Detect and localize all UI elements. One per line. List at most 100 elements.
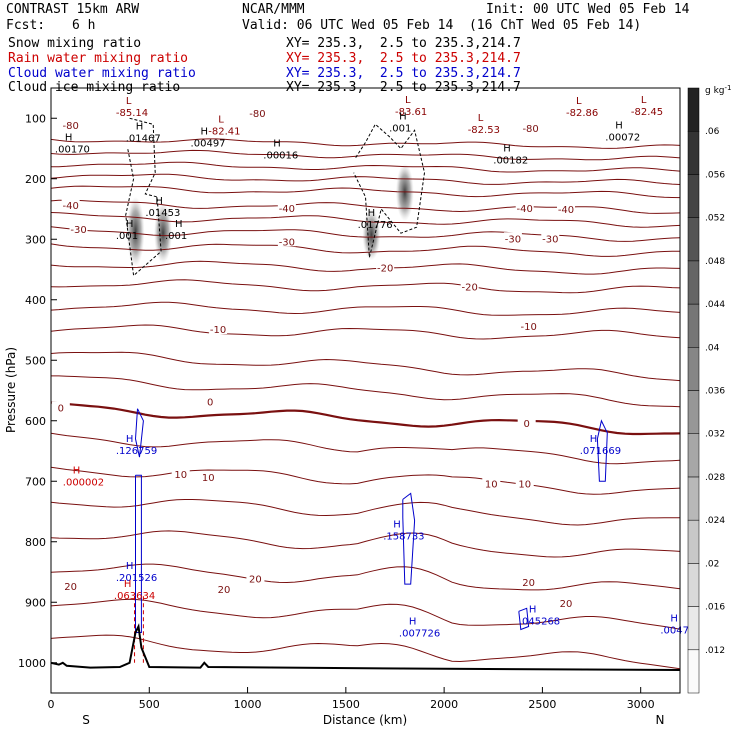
isotherm: [51, 212, 680, 228]
colorbar-swatch: [687, 217, 700, 262]
y-tick-label: 1000: [18, 657, 46, 670]
extremum-mark: H: [273, 139, 281, 150]
colorbar-label: .06: [705, 127, 720, 137]
temperature-label: 10: [202, 473, 215, 484]
y-tick-label: 300: [25, 233, 46, 246]
temperature-label-bg: [521, 122, 540, 134]
colorbar-swatch: [687, 174, 700, 218]
y-tick-label: 200: [25, 173, 46, 186]
fcst-label: Fcst:: [6, 18, 46, 33]
extremum-mark: H: [399, 111, 407, 122]
x-tick-label: 2000: [430, 698, 458, 711]
isotherm: [51, 324, 680, 340]
extremum-value: .000002: [63, 477, 104, 488]
isotherm: [51, 301, 680, 316]
extremum-value: .001: [165, 231, 187, 242]
extremum-mark: H: [368, 208, 376, 219]
temperature-label: -10: [520, 322, 536, 333]
temperature-label: -40: [62, 201, 78, 212]
temperature-label-bg: [482, 477, 501, 489]
cloud-water-contour: [135, 474, 142, 633]
temperature-label-bg: [376, 261, 395, 273]
y-tick-label: 800: [25, 536, 46, 549]
model-title: CONTRAST 15km ARW: [6, 2, 140, 17]
temperature-label-bg: [556, 203, 575, 215]
x-tick-label: 2500: [528, 698, 556, 711]
extremum-mark: L: [218, 114, 224, 125]
fcst-value: 6 h: [72, 18, 96, 33]
colorbar-swatch: [687, 519, 700, 564]
temperature-label: -40: [558, 205, 574, 216]
isotherm: [51, 149, 680, 161]
isotherm: [51, 226, 680, 242]
y-tick-label: 900: [25, 596, 46, 609]
colorbar-units-exp: -1: [725, 84, 732, 92]
temperature-label-bg: [519, 575, 538, 587]
field-rain-xy: XY= 235.3, 2.5 to 235.3,214.7: [286, 51, 521, 66]
extremum-mark: H: [136, 122, 144, 133]
colorbar-units: g kg-1: [705, 84, 731, 96]
extremum-mark: H: [503, 143, 511, 154]
temperature-label-bg: [214, 583, 233, 595]
cloud-water-contour: [518, 607, 530, 631]
temperature-label-bg: [277, 235, 296, 247]
temperature-label-bg: [199, 471, 218, 483]
temperature-label-bg: [51, 401, 70, 413]
extremum-mark: H: [175, 219, 183, 230]
temperature-label: -30: [70, 225, 86, 236]
temperature-label: -80: [249, 109, 265, 120]
isotherm: [51, 260, 680, 275]
extremum-value: -82.86: [566, 108, 598, 119]
temperature-label: 0: [58, 404, 64, 415]
temperature-label: -30: [542, 234, 558, 245]
extremum-value: .001: [389, 123, 411, 134]
temperature-label-bg: [515, 477, 534, 489]
temperature-label: -40: [279, 204, 295, 215]
x-end-label-south: S: [82, 713, 90, 727]
colorbar-label: .012: [705, 646, 725, 656]
x-end-label-north: N: [656, 713, 665, 727]
colorbar-label: .056: [705, 170, 725, 180]
extremum-mark: H: [124, 579, 132, 590]
x-tick-label: 3000: [627, 698, 655, 711]
isotherm: [51, 173, 680, 185]
extremum-mark: H: [126, 434, 134, 445]
temperature-label-bg: [61, 198, 80, 210]
x-tick-label: 0: [48, 698, 55, 711]
temperature-label-bg: [515, 202, 534, 213]
colorbar-label: .052: [705, 214, 725, 224]
colorbar-label: .036: [705, 387, 725, 397]
cloud-ice-blob: [154, 202, 173, 264]
extremum-mark: L: [478, 113, 484, 124]
colorbar-swatch: [687, 433, 700, 478]
temperature-label: -20: [377, 263, 393, 274]
colorbar-swatch: [687, 260, 700, 305]
extremum-mark: L: [576, 96, 582, 107]
org-label: NCAR/MMM: [242, 2, 305, 17]
temperature-label: -80: [522, 124, 538, 135]
extremum-value: -82.45: [631, 107, 663, 118]
extremum-value: -83.61: [395, 107, 427, 118]
y-tick-label: 600: [25, 415, 46, 428]
isotherm: [51, 279, 680, 294]
temperature-label-bg: [541, 232, 560, 244]
temperature-label-bg: [460, 280, 479, 292]
isotherm: [51, 161, 680, 173]
temperature-label: 10: [518, 479, 531, 490]
colorbar-units-base: g kg: [705, 86, 725, 96]
colorbar-swatch: [687, 476, 700, 521]
extremum-value: .158733: [383, 532, 424, 543]
y-tick-label: 100: [25, 112, 46, 125]
cloud-water-contour: [134, 408, 144, 458]
colorbar-swatch: [687, 563, 700, 607]
isotherm: [51, 634, 680, 670]
extremum-mark: H: [670, 613, 678, 624]
extremum-mark: H: [126, 561, 134, 572]
colorbar-swatch: [687, 347, 700, 391]
temperature-label: 0: [207, 398, 213, 409]
snow-contour: [353, 123, 426, 258]
x-tick-label: 1000: [234, 698, 262, 711]
temperature-label: 20: [249, 574, 262, 585]
extremum-value: .00016: [263, 151, 298, 162]
field-rain-name: Rain water mixing ratio: [8, 51, 189, 66]
